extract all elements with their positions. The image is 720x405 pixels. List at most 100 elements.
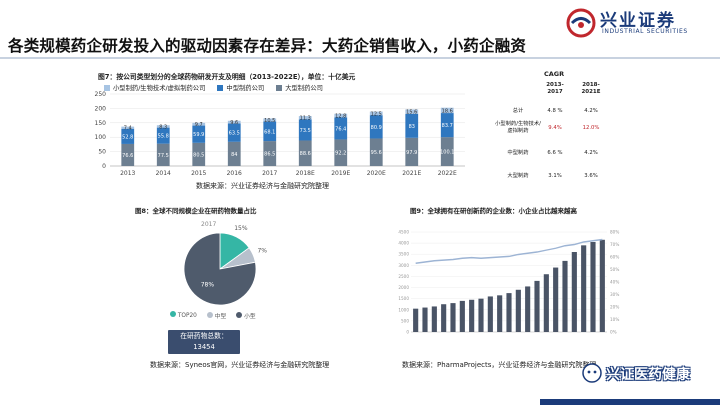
x-tick-label: 2013 xyxy=(120,170,135,177)
logo-emblem-icon xyxy=(566,8,596,38)
x-tick-label: 2022E xyxy=(438,170,457,177)
x-tick-label: 2017 xyxy=(262,170,277,177)
data-label: 9.7 xyxy=(195,122,203,128)
data-label: 11.3 xyxy=(300,116,311,122)
y-tick-label: 0 xyxy=(102,163,106,170)
bar-segment xyxy=(440,107,454,114)
data-label: 80.5 xyxy=(193,152,204,158)
bar-segment xyxy=(369,111,383,116)
x-tick-label: 2015 xyxy=(191,170,206,177)
fig7-source: 数据来源：兴业证券经济与金融研究院整理 xyxy=(196,182,329,190)
data-label: 86.5 xyxy=(264,152,275,158)
bar-segment xyxy=(192,142,206,166)
cagr-header-1: 2013-2017 xyxy=(546,82,564,95)
bar-segment xyxy=(440,137,454,166)
data-label: 52.8 xyxy=(122,134,133,140)
data-label: 80.9 xyxy=(371,125,382,131)
legend-swatch xyxy=(217,84,224,91)
bar-segment xyxy=(121,126,135,129)
bar-segment xyxy=(405,113,419,138)
data-label: 9.6 xyxy=(230,120,238,126)
legend-item-top20: TOP20 xyxy=(170,311,197,320)
pipeline-share-pie-chart: 15% 7% 78% xyxy=(183,225,267,306)
pie-year-label: 2017 xyxy=(201,221,217,228)
fig8-caption: 图8：全球不同规模企业在研药物数量占比 xyxy=(135,207,257,215)
bar xyxy=(525,286,531,332)
bar-segment xyxy=(369,138,383,166)
data-label: 7.4 xyxy=(124,126,132,132)
pie-slice xyxy=(183,232,257,306)
legend-item-small: 小型制药/生物技术/虚拟制药公司 xyxy=(104,83,205,92)
bar-segment xyxy=(263,141,277,166)
bar xyxy=(497,295,503,332)
watermark-text: 兴证医药健康 xyxy=(606,367,690,383)
bar-segment xyxy=(369,115,383,139)
pie-slice-label: 78% xyxy=(201,281,215,288)
legend-item-small: 小型 xyxy=(236,311,256,320)
data-label: 12.5 xyxy=(371,111,382,117)
data-label: 8.3 xyxy=(159,124,167,130)
bar-segment xyxy=(405,109,419,114)
bar xyxy=(469,299,475,332)
bottom-bar xyxy=(540,399,720,405)
logo-name: 兴业证券 xyxy=(600,11,676,31)
legend-label: 小型制药/生物技术/虚拟制药公司 xyxy=(113,85,206,92)
logo-subtitle: INDUSTRIAL SECURITIES xyxy=(602,28,688,35)
y-tick-label: 150 xyxy=(95,120,107,127)
data-label: 76.4 xyxy=(335,126,346,132)
cagr-value: 9.4% xyxy=(548,125,562,131)
data-label: 18.6 xyxy=(442,108,453,114)
data-label: 83 xyxy=(409,124,415,130)
cagr-value: 4.2% xyxy=(584,108,598,114)
y-tick-label: 0 xyxy=(406,330,409,335)
bar-segment xyxy=(298,116,312,120)
y-tick-label: 3500 xyxy=(398,252,409,257)
cagr-row-label: 小型制药/生物技术/虚拟制药 xyxy=(495,121,541,134)
data-label: 63.5 xyxy=(229,131,240,137)
pie-slice-label: 15% xyxy=(234,225,248,232)
bar xyxy=(581,245,587,332)
data-label: 55.8 xyxy=(158,134,169,140)
y2-tick-label: 0% xyxy=(610,330,617,335)
fig7-caption: 图7：按公司类型划分的全球药物研发开支及明细（2013-2022E），单位：十亿… xyxy=(98,73,356,81)
y2-tick-label: 40% xyxy=(610,280,619,285)
y-tick-label: 2000 xyxy=(398,285,409,290)
legend-item-mid: 中型制药公司 xyxy=(217,83,264,92)
y-tick-label: 4500 xyxy=(398,230,409,235)
bar-segment xyxy=(298,119,312,141)
bar-segment xyxy=(263,118,277,122)
y-tick-label: 3000 xyxy=(398,263,409,268)
legend-label: 小型 xyxy=(244,314,256,320)
page-title: 各类规模药企研发投入的驱动因素存在差异：大药企销售收入，小药企融资 xyxy=(8,37,527,55)
bar xyxy=(571,252,577,332)
bar xyxy=(413,308,419,332)
y2-tick-label: 10% xyxy=(610,317,619,322)
fig8-source: 数据来源：Syneos官网，兴业证券经济与金融研究院整理 xyxy=(150,361,330,369)
cagr-value: 3.1% xyxy=(548,173,562,179)
data-label: 73.5 xyxy=(300,128,311,134)
bar-segment xyxy=(121,128,135,144)
cagr-row-label: 中型制药 xyxy=(507,150,529,156)
bar xyxy=(590,242,596,332)
y2-tick-label: 50% xyxy=(610,267,619,272)
y-tick-label: 2500 xyxy=(398,274,409,279)
wechat-icon xyxy=(582,363,602,383)
data-label: 68.1 xyxy=(264,129,275,135)
y2-tick-label: 60% xyxy=(610,255,619,260)
data-label: 76.6 xyxy=(122,153,133,159)
y-tick-label: 250 xyxy=(95,91,107,98)
rd-spend-stacked-bar-chart: 0 50 100 150 200 250 76.6 52.8 7.4 2013 77.5 55.8 8.… xyxy=(95,91,465,177)
pie-slice-label: 7% xyxy=(257,248,267,255)
watermark: 兴证医药健康 xyxy=(582,362,716,386)
bar xyxy=(553,267,559,332)
fig9-source: 数据来源：PharmaProjects，兴业证券经济与金融研究院整理 xyxy=(402,361,597,369)
bar xyxy=(515,289,521,332)
bar xyxy=(562,260,568,332)
legend-label: 大型制药公司 xyxy=(285,85,323,92)
legend-swatch xyxy=(276,84,283,91)
data-label: 97.9 xyxy=(406,150,417,156)
cagr-value: 12.0% xyxy=(582,125,600,131)
x-tick-label: 2018E xyxy=(296,170,315,177)
y-tick-label: 1000 xyxy=(398,307,409,312)
legend-item-mid: 中型 xyxy=(206,311,226,320)
